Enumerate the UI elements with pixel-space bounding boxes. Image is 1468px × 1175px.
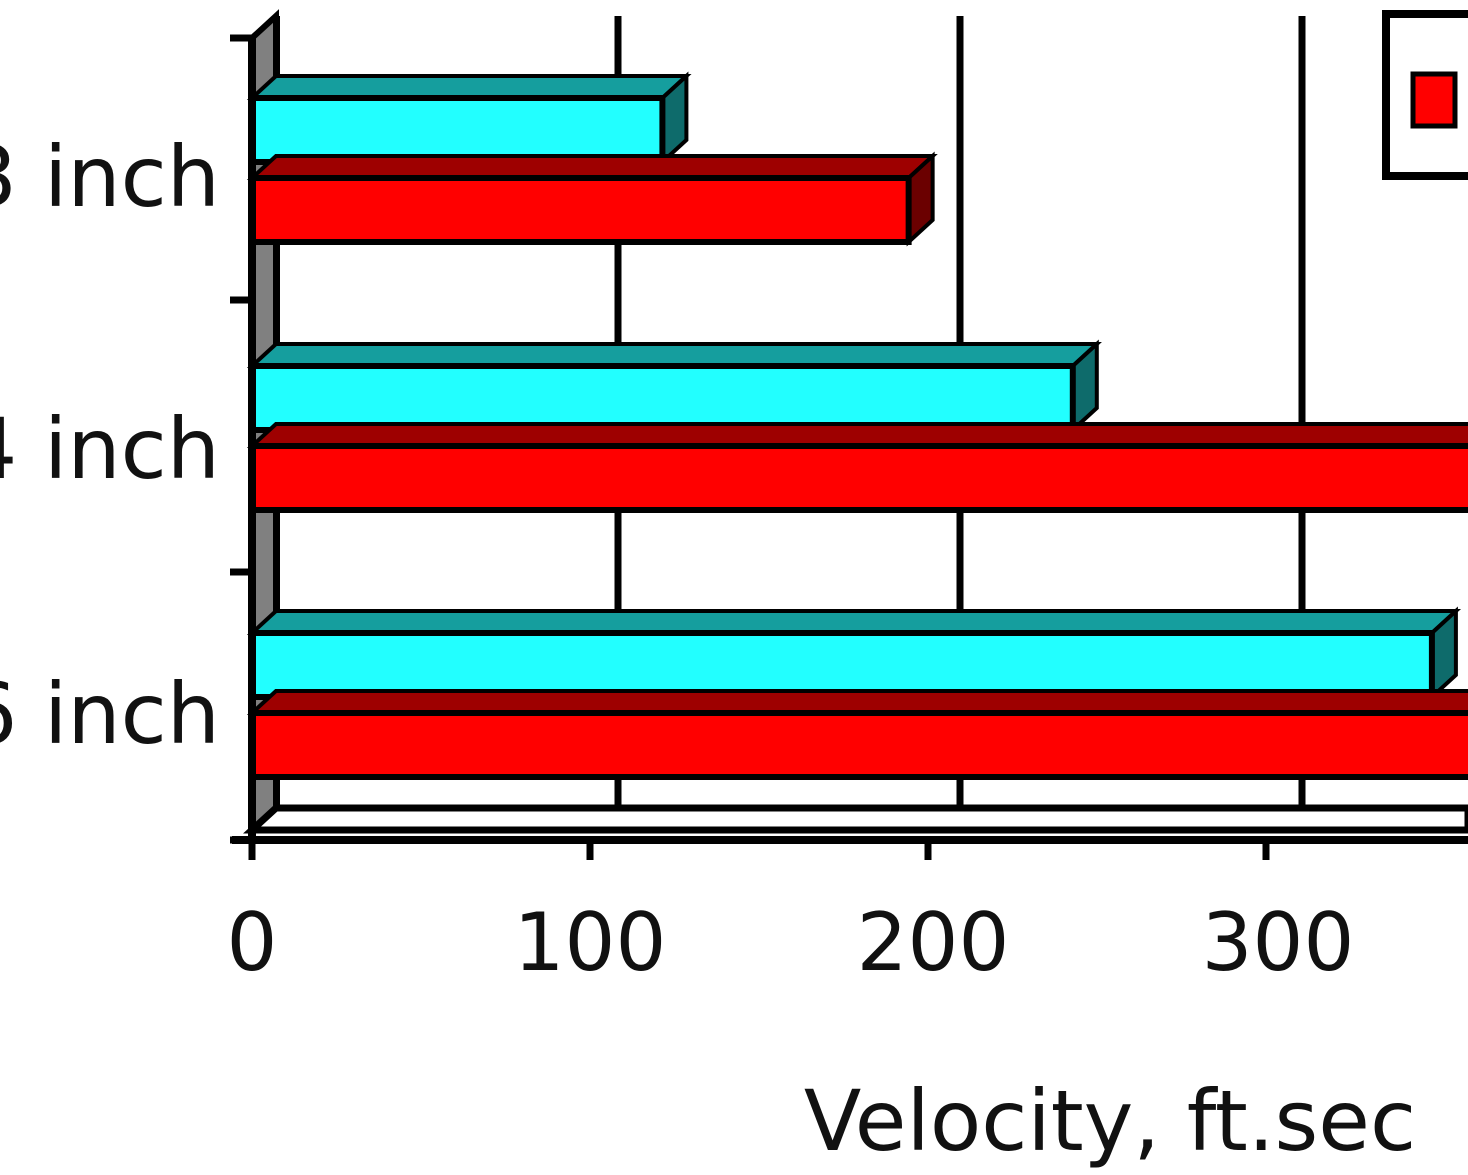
category-label-3-inch: 3 inch xyxy=(0,128,220,226)
x-tick-label-300: 300 xyxy=(1202,896,1355,989)
bar-top-6-inch-series-2 xyxy=(246,689,1468,715)
legend-marker-red xyxy=(1410,71,1458,129)
bar-top-3-inch-series-2 xyxy=(246,154,938,180)
bar-6-inch-series-1 xyxy=(246,606,1462,702)
x-tick-label-0: 0 xyxy=(227,896,278,989)
bar-4-inch-series-1 xyxy=(246,339,1102,435)
bar-front-6-inch-series-2 xyxy=(249,710,1468,780)
floor xyxy=(243,804,1468,834)
bar-top-6-inch-series-1 xyxy=(246,609,1462,635)
bar-front-3-inch-series-1 xyxy=(249,95,666,165)
bar-top-4-inch-series-1 xyxy=(246,342,1102,368)
bar-front-6-inch-series-1 xyxy=(249,630,1435,700)
legend xyxy=(1382,10,1468,180)
bar-top-3-inch-series-1 xyxy=(246,74,692,100)
bar-4-inch-series-2 xyxy=(246,422,1468,513)
axes xyxy=(230,34,1468,860)
x-tick-label-100: 100 xyxy=(514,896,667,989)
x-axis-title: Velocity, ft.sec xyxy=(804,1072,1416,1170)
bar-front-4-inch-series-1 xyxy=(249,363,1076,433)
bar-top-4-inch-series-2 xyxy=(246,422,1468,448)
bar-front-4-inch-series-2 xyxy=(249,443,1468,513)
x-tick-label-200: 200 xyxy=(857,896,1010,989)
bar-3-inch-series-1 xyxy=(246,71,692,167)
category-label-4-inch: 4 inch xyxy=(0,400,220,498)
bar-front-3-inch-series-2 xyxy=(249,175,912,245)
bars xyxy=(246,71,1468,780)
bar-6-inch-series-2 xyxy=(246,689,1468,780)
category-label-6-inch: 6 inch xyxy=(0,665,220,763)
bar-3-inch-series-2 xyxy=(246,151,938,247)
